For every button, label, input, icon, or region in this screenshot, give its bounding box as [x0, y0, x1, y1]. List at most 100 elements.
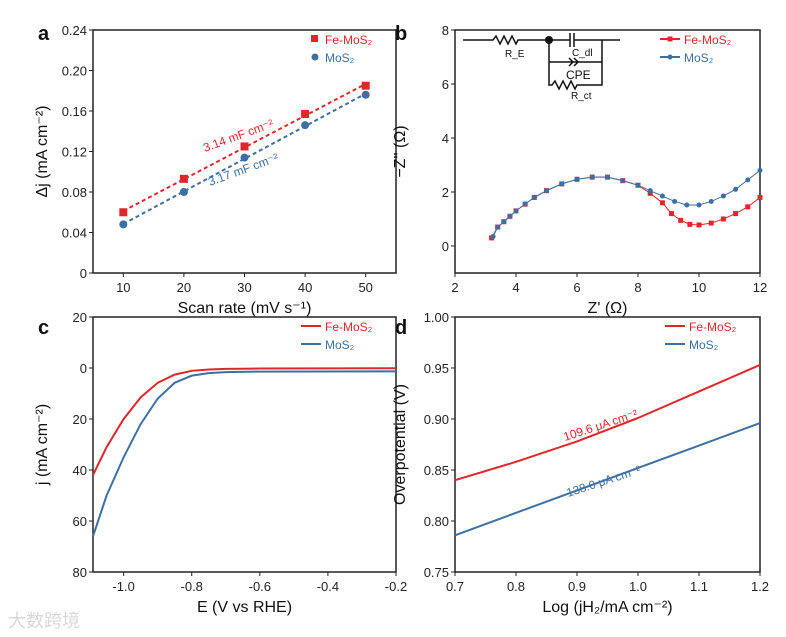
legend-label: Fe-MoS₂	[684, 33, 732, 47]
data-point	[544, 188, 549, 194]
data-point	[745, 204, 751, 210]
y-tick-label: 4	[442, 131, 449, 146]
panel-label: d	[395, 317, 407, 339]
x-axis-label: Z' (Ω)	[588, 300, 628, 317]
panel-a: a 10 20 30 40 50 0 0.04 0.08 0.12 0.16 0.20 0.24 Scan…	[34, 23, 397, 317]
data-point	[361, 81, 370, 90]
panel-b: b 2 4 6 8 10 12 0 2 4 6 8 Z' (Ω) −Z'' (Ω) Fe-MoS₂ MoS₂ R…	[392, 23, 767, 317]
legend-marker	[667, 36, 673, 42]
y-tick-label: 0.90	[424, 412, 449, 427]
fit-annotation: 3.14 mF cm⁻²	[201, 116, 275, 154]
x-tick-label: 2	[451, 280, 458, 295]
y-tick-label: 0	[442, 239, 449, 254]
y-axis-label: Δj (mA cm⁻²)	[34, 105, 51, 197]
x-tick-label: 20	[177, 280, 191, 295]
data-point	[720, 193, 726, 199]
panel-label: b	[395, 23, 407, 45]
legend-label: MoS₂	[325, 338, 355, 352]
y-tick-label: 0.16	[62, 104, 87, 119]
data-point	[647, 190, 653, 196]
equivalent-circuit-inset	[463, 33, 620, 91]
panel-c: c -1.0 -0.8 -0.6 -0.4 -0.2 20 0 20 40 60 80 E (V vs …	[34, 310, 407, 616]
y-axis-label: −Z'' (Ω)	[392, 125, 409, 177]
x-tick-label: 12	[753, 280, 767, 295]
x-tick-label: 0.7	[446, 579, 464, 594]
data-point	[507, 213, 513, 219]
x-tick-label: 6	[573, 280, 580, 295]
data-point	[659, 200, 665, 206]
data-point	[672, 198, 678, 204]
data-point	[757, 194, 763, 200]
x-tick-label: -0.8	[181, 579, 203, 594]
circuit-label: CPE	[566, 68, 591, 82]
data-point	[531, 194, 537, 200]
series-line-0	[454, 364, 761, 482]
x-tick-label: 10	[116, 280, 130, 295]
y-tick-label: 1.00	[424, 310, 449, 325]
x-tick-label: 50	[358, 280, 372, 295]
data-point	[501, 219, 507, 225]
data-point	[605, 174, 610, 180]
x-tick-label: 30	[237, 280, 251, 295]
data-point	[240, 153, 249, 162]
y-tick-label: 0.80	[424, 514, 449, 529]
legend-marker	[311, 53, 319, 61]
y-tick-label: 0	[80, 361, 87, 376]
data-point	[301, 121, 310, 130]
x-tick-label: 0.9	[568, 579, 586, 594]
data-point	[733, 186, 739, 192]
data-point	[522, 201, 528, 207]
x-tick-label: -0.6	[249, 579, 271, 594]
y-tick-label: 0.95	[424, 361, 449, 376]
circuit-node	[545, 36, 553, 44]
legend-label: MoS₂	[325, 51, 355, 65]
legend-label: Fe-MoS₂	[325, 33, 373, 47]
x-tick-label: 0.8	[507, 579, 525, 594]
data-point	[757, 167, 763, 173]
data-point	[687, 221, 693, 227]
x-tick-label: 1.2	[751, 579, 769, 594]
legend-marker	[667, 54, 673, 60]
watermark: 大数跨境	[8, 611, 80, 632]
data-point	[361, 90, 370, 99]
data-point	[635, 182, 641, 188]
plot-frame	[454, 316, 761, 573]
circuit-label: R_E	[505, 49, 525, 60]
plot-frame	[454, 29, 761, 274]
y-tick-label: 80	[73, 565, 87, 580]
circuit-path	[463, 33, 620, 91]
data-point	[647, 188, 653, 194]
data-point	[696, 222, 702, 228]
data-point	[119, 208, 128, 217]
y-tick-label: 40	[73, 463, 87, 478]
data-point	[696, 202, 702, 208]
fit-line-1	[122, 92, 367, 225]
y-tick-label: 0.08	[62, 185, 87, 200]
circuit-label: R_ct	[571, 91, 592, 102]
legend-marker	[311, 35, 318, 42]
x-tick-label: 10	[692, 280, 706, 295]
data-point	[745, 177, 751, 183]
y-tick-label: 2	[442, 185, 449, 200]
data-point	[720, 216, 726, 222]
x-tick-label: -0.4	[317, 579, 339, 594]
series-line-1	[492, 170, 761, 237]
circuit-label: C_dl	[572, 48, 593, 59]
legend-label: MoS₂	[689, 338, 719, 352]
data-point	[179, 174, 188, 183]
y-tick-label: 0.20	[62, 64, 87, 79]
legend-label: Fe-MoS₂	[689, 320, 737, 334]
data-point	[678, 217, 684, 223]
x-axis-label: E (V vs RHE)	[197, 599, 292, 616]
legend-label: MoS₂	[684, 51, 714, 65]
y-axis-label: Overpotential (V)	[392, 384, 409, 505]
data-point	[708, 198, 714, 204]
y-tick-label: 0.12	[62, 145, 87, 160]
data-point	[179, 188, 188, 196]
x-tick-label: 40	[298, 280, 312, 295]
data-point	[513, 208, 519, 214]
series-line-1	[92, 370, 397, 537]
data-point	[669, 211, 675, 217]
x-tick-label: 1.0	[629, 579, 647, 594]
